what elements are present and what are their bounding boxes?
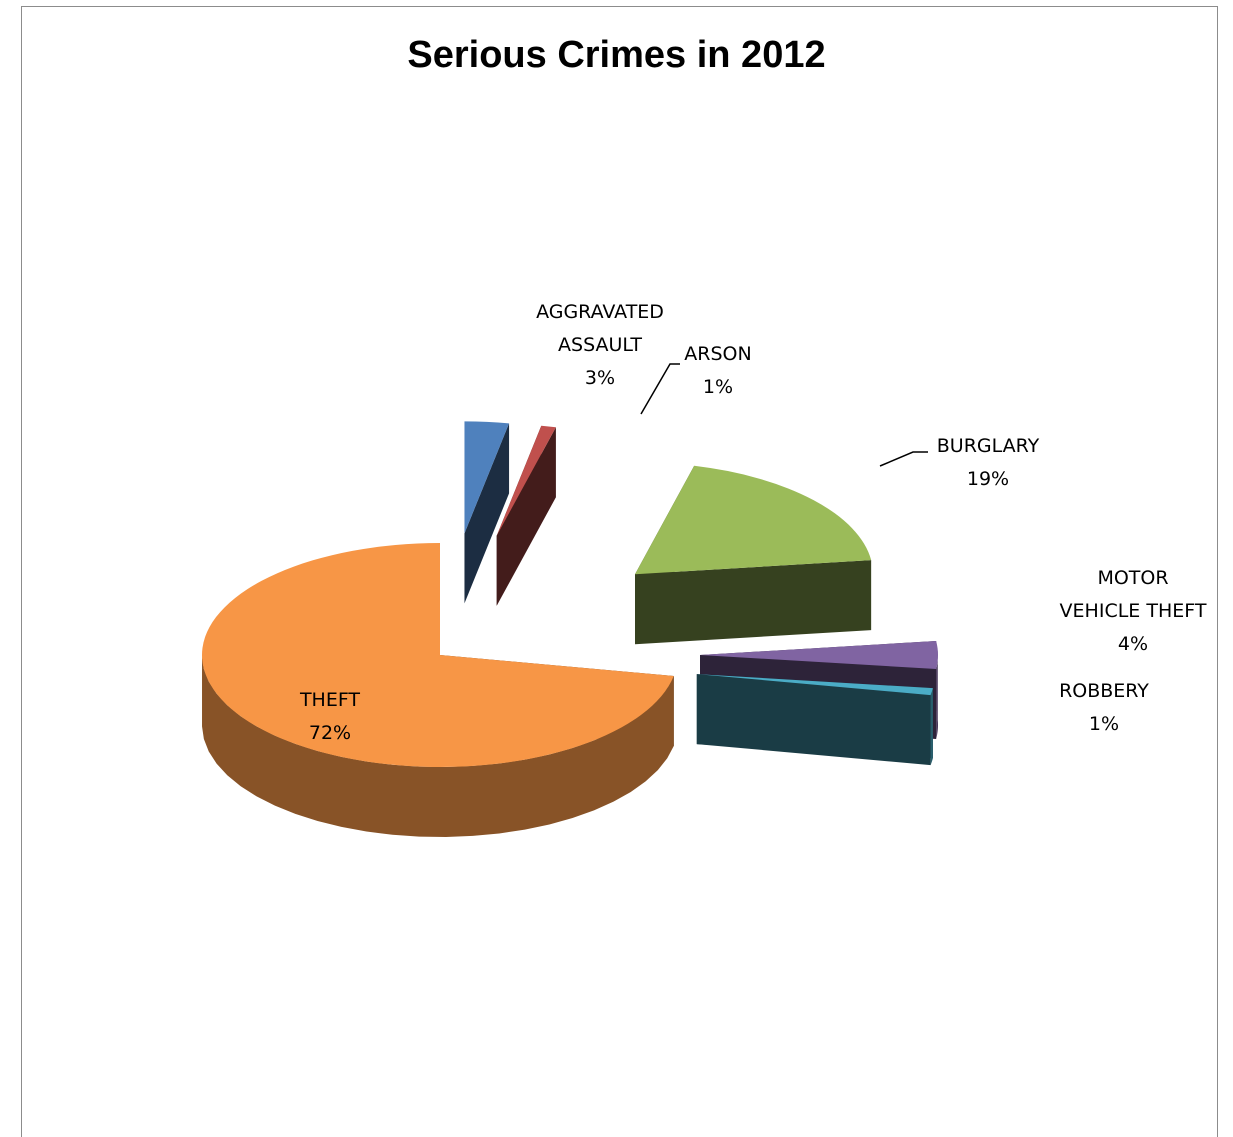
data-label-category: ROBBERY	[1059, 680, 1149, 702]
data-label-category: ARSON	[684, 343, 751, 365]
data-label-category: AGGRAVATED	[536, 301, 664, 323]
data-label-category: VEHICLE THEFT	[1060, 600, 1207, 622]
chart-title: Serious Crimes in 2012	[407, 34, 826, 76]
data-label: BURGLARY 19%	[937, 435, 1040, 490]
data-label-percent: 3%	[585, 367, 615, 389]
slice-top	[635, 465, 872, 575]
slice-wall	[496, 427, 556, 606]
slice-wall	[635, 560, 872, 645]
data-label-percent: 19%	[967, 468, 1009, 490]
data-label: MOTOR VEHICLE THEFT 4%	[1060, 567, 1207, 655]
slice-top	[464, 421, 510, 534]
leader-line	[879, 451, 928, 467]
data-label-percent: 1%	[1089, 713, 1119, 735]
data-label-percent: 4%	[1118, 633, 1148, 655]
chart-area	[21, 6, 1218, 1137]
slice-top	[202, 543, 674, 767]
slice-edge	[930, 688, 933, 766]
slice-top	[696, 674, 933, 696]
data-label-percent: 72%	[309, 722, 351, 744]
slice-top	[700, 640, 938, 670]
data-label: THEFT 72%	[299, 689, 360, 744]
slice-top	[496, 425, 556, 536]
data-label: ROBBERY 1%	[1059, 680, 1149, 735]
slice-edge	[936, 650, 938, 740]
slice-wall	[696, 674, 931, 766]
pie-slice-arson	[496, 425, 556, 606]
slice-wall	[464, 423, 510, 604]
data-label-category: BURGLARY	[937, 435, 1040, 457]
pie-slice-burglary	[635, 465, 872, 645]
data-label-category: ASSAULT	[558, 334, 642, 356]
pie-slice-robbery	[696, 674, 933, 766]
data-label-percent: 1%	[703, 376, 733, 398]
data-label-category: THEFT	[299, 689, 360, 711]
leader-line	[640, 363, 680, 415]
data-label: AGGRAVATED ASSAULT 3%	[536, 301, 664, 389]
data-label-category: MOTOR	[1097, 567, 1168, 589]
data-label: ARSON 1%	[684, 343, 751, 398]
slice-edge	[202, 656, 674, 837]
pie-slice-theft	[202, 543, 674, 837]
pie-slice-aggravated-assault	[464, 421, 510, 604]
